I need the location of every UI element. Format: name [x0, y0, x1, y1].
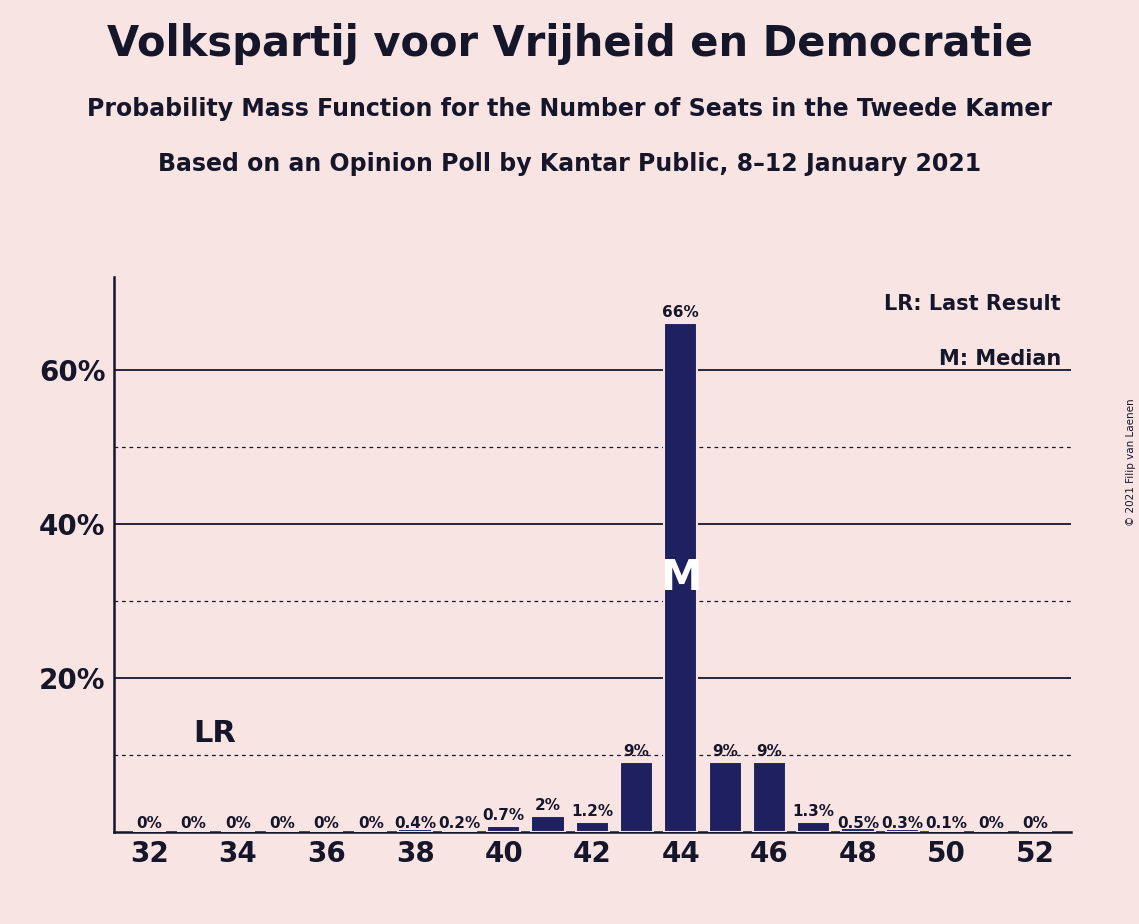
Bar: [575, 822, 609, 832]
Bar: [842, 828, 875, 832]
Bar: [708, 762, 741, 832]
Bar: [753, 762, 786, 832]
Text: 1.3%: 1.3%: [793, 804, 835, 819]
Text: 0.4%: 0.4%: [394, 816, 436, 831]
Bar: [620, 762, 653, 832]
Text: 0.7%: 0.7%: [483, 808, 525, 823]
Text: LR: Last Result: LR: Last Result: [885, 294, 1062, 314]
Text: 0%: 0%: [1023, 816, 1048, 831]
Text: 9%: 9%: [624, 744, 649, 760]
Text: 0.1%: 0.1%: [926, 816, 968, 831]
Text: 0%: 0%: [181, 816, 206, 831]
Text: 2%: 2%: [535, 798, 562, 813]
Text: 0.5%: 0.5%: [837, 816, 879, 831]
Text: 0.2%: 0.2%: [439, 816, 481, 831]
Text: 0.3%: 0.3%: [882, 816, 924, 831]
Text: Volkspartij voor Vrijheid en Democratie: Volkspartij voor Vrijheid en Democratie: [107, 23, 1032, 65]
Text: 1.2%: 1.2%: [572, 804, 613, 820]
Bar: [443, 830, 476, 832]
Text: 0%: 0%: [313, 816, 339, 831]
Text: 0%: 0%: [978, 816, 1003, 831]
Bar: [664, 323, 697, 832]
Bar: [886, 830, 919, 832]
Text: M: Median: M: Median: [939, 349, 1062, 370]
Bar: [532, 816, 565, 832]
Text: 66%: 66%: [663, 305, 699, 321]
Text: 0%: 0%: [358, 816, 384, 831]
Text: 0%: 0%: [226, 816, 251, 831]
Text: M: M: [661, 556, 702, 599]
Text: 9%: 9%: [712, 744, 738, 760]
Text: Probability Mass Function for the Number of Seats in the Tweede Kamer: Probability Mass Function for the Number…: [87, 97, 1052, 121]
Text: Based on an Opinion Poll by Kantar Public, 8–12 January 2021: Based on an Opinion Poll by Kantar Publi…: [158, 152, 981, 176]
Text: © 2021 Filip van Laenen: © 2021 Filip van Laenen: [1125, 398, 1136, 526]
Bar: [399, 829, 432, 832]
Text: 9%: 9%: [756, 744, 782, 760]
Bar: [797, 821, 830, 832]
Text: LR: LR: [194, 720, 237, 748]
Text: 0%: 0%: [137, 816, 162, 831]
Text: 0%: 0%: [269, 816, 295, 831]
Bar: [487, 826, 521, 832]
